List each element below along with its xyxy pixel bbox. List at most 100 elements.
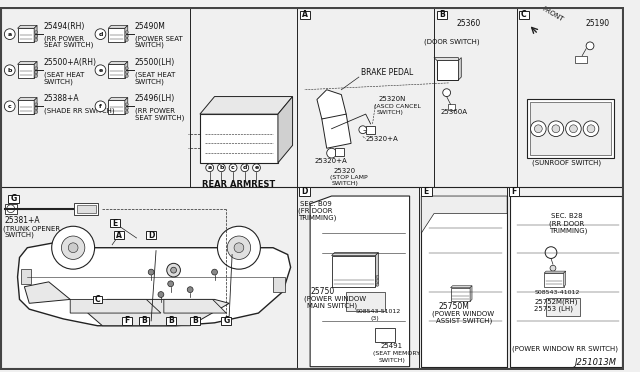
Bar	[451, 288, 470, 301]
Text: F: F	[124, 316, 129, 326]
Text: SWITCH): SWITCH)	[332, 181, 358, 186]
Circle shape	[125, 71, 128, 74]
Text: SEC. B09: SEC. B09	[300, 201, 332, 207]
Text: B: B	[168, 316, 173, 326]
Text: (STOP LAMP: (STOP LAMP	[330, 176, 367, 180]
Circle shape	[125, 111, 128, 113]
Text: C: C	[521, 10, 527, 19]
Polygon shape	[164, 299, 227, 313]
Polygon shape	[434, 58, 458, 61]
Bar	[147, 231, 156, 239]
Circle shape	[566, 121, 581, 137]
Text: (POWER WINDOW: (POWER WINDOW	[432, 311, 494, 317]
Circle shape	[35, 71, 38, 74]
Text: (RR POWER: (RR POWER	[134, 107, 175, 114]
Circle shape	[125, 103, 128, 106]
Text: B: B	[192, 316, 198, 326]
Text: S08543-41012: S08543-41012	[534, 289, 580, 295]
Text: c: c	[231, 165, 235, 170]
Text: (3): (3)	[371, 316, 380, 321]
Circle shape	[548, 121, 564, 137]
Circle shape	[531, 121, 546, 137]
Text: D: D	[301, 187, 307, 196]
Text: (SEAT HEAT: (SEAT HEAT	[44, 71, 84, 78]
Bar	[544, 273, 564, 287]
Polygon shape	[108, 61, 128, 64]
Circle shape	[148, 269, 154, 275]
Text: E: E	[113, 219, 118, 228]
Circle shape	[326, 148, 337, 158]
Circle shape	[545, 247, 557, 259]
Text: 25320N: 25320N	[378, 96, 406, 102]
Bar	[93, 295, 102, 303]
Circle shape	[4, 101, 15, 112]
Text: 25360A: 25360A	[441, 109, 468, 115]
Text: (FR DOOR: (FR DOOR	[298, 208, 333, 214]
Text: 25320: 25320	[333, 168, 356, 174]
Text: SWITCH): SWITCH)	[5, 232, 35, 238]
Circle shape	[376, 276, 379, 278]
Bar	[365, 126, 376, 134]
Polygon shape	[200, 97, 292, 114]
Polygon shape	[17, 243, 291, 326]
Text: SWITCH): SWITCH)	[134, 42, 164, 48]
Polygon shape	[34, 25, 37, 42]
Polygon shape	[17, 97, 37, 100]
Circle shape	[35, 67, 38, 70]
Text: 25388+A: 25388+A	[44, 94, 79, 103]
Text: MAIN SWITCH): MAIN SWITCH)	[307, 302, 357, 309]
Bar	[17, 100, 34, 114]
Text: (DOOR SWITCH): (DOOR SWITCH)	[424, 39, 480, 45]
Circle shape	[158, 292, 164, 298]
Polygon shape	[421, 196, 507, 367]
Circle shape	[35, 103, 38, 106]
Text: SWITCH): SWITCH)	[378, 358, 405, 363]
Bar	[5, 204, 17, 214]
Polygon shape	[510, 196, 622, 367]
Text: A: A	[116, 231, 122, 240]
Text: c: c	[8, 104, 12, 109]
Bar	[273, 277, 285, 292]
Text: REAR ARMREST: REAR ARMREST	[202, 180, 276, 189]
Text: C: C	[95, 295, 100, 304]
Text: B: B	[439, 10, 445, 19]
Bar	[74, 203, 99, 215]
Text: 25190: 25190	[585, 19, 609, 28]
Text: SEAT SWITCH): SEAT SWITCH)	[134, 114, 184, 121]
Text: 25753 (LH): 25753 (LH)	[534, 305, 573, 312]
Polygon shape	[470, 286, 472, 301]
Text: (RR POWER: (RR POWER	[44, 35, 84, 42]
Circle shape	[125, 39, 128, 41]
Text: 25320+A: 25320+A	[314, 158, 347, 164]
Text: FRONT: FRONT	[541, 6, 564, 22]
Circle shape	[376, 283, 379, 286]
Circle shape	[35, 31, 38, 33]
Text: (POWER SEAT: (POWER SEAT	[134, 35, 182, 42]
Bar	[108, 64, 125, 78]
Circle shape	[587, 125, 595, 133]
Bar	[17, 28, 34, 42]
Circle shape	[35, 35, 38, 38]
Text: 25496(LH): 25496(LH)	[134, 94, 175, 103]
Text: 25500+A(RH): 25500+A(RH)	[44, 58, 97, 67]
Circle shape	[61, 236, 85, 259]
Circle shape	[550, 265, 556, 271]
Text: J251013M: J251013M	[574, 358, 616, 367]
Circle shape	[218, 164, 225, 171]
Polygon shape	[544, 271, 566, 273]
Text: S08543-51012: S08543-51012	[356, 309, 401, 314]
Circle shape	[171, 267, 177, 273]
Text: A: A	[302, 10, 308, 19]
Text: (POWER WINDOW RR SWITCH): (POWER WINDOW RR SWITCH)	[512, 345, 618, 352]
Text: E: E	[424, 187, 429, 196]
Text: ASSIST SWITCH): ASSIST SWITCH)	[436, 318, 492, 324]
Text: a: a	[8, 32, 12, 37]
Text: TRIMMING): TRIMMING)	[549, 227, 588, 234]
Bar	[332, 256, 376, 287]
Text: SEC. B28: SEC. B28	[551, 214, 582, 219]
Bar	[509, 187, 519, 196]
Circle shape	[229, 164, 237, 171]
Polygon shape	[317, 90, 346, 119]
Polygon shape	[376, 253, 378, 287]
Circle shape	[206, 164, 214, 171]
